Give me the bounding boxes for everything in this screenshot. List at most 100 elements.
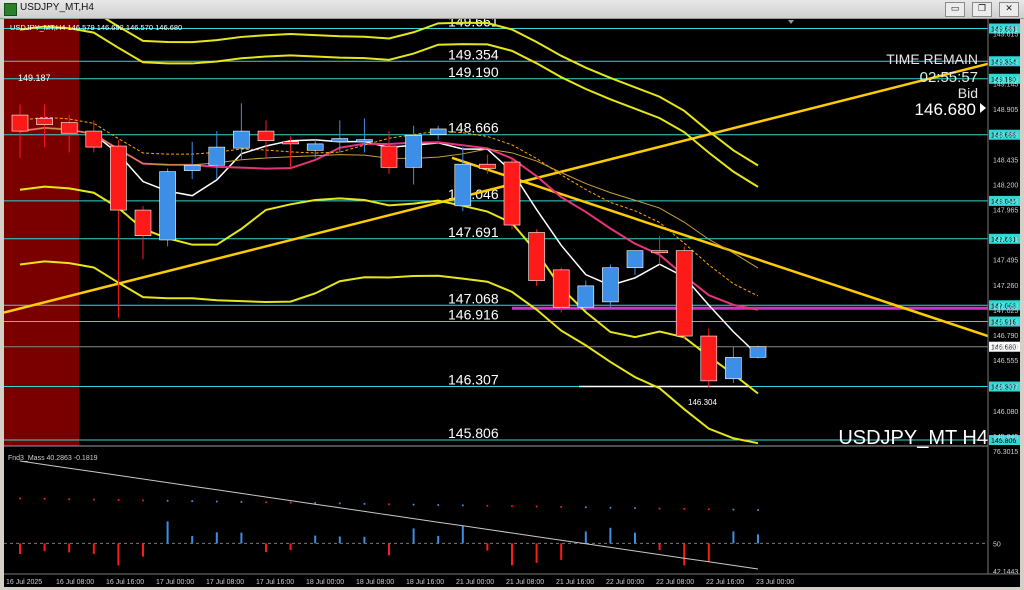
uptrend-line (4, 62, 989, 314)
indicator-dot (732, 508, 735, 511)
indicator-dot (388, 503, 390, 506)
price-axis-tick: 149.145 (993, 82, 1018, 89)
indicator-dot (68, 498, 71, 501)
price-chart[interactable]: 149.661 149.661 149.354 149.354 149.190 149.1… (4, 19, 1020, 587)
bid-arrow-icon (980, 103, 986, 113)
level-price-tag (989, 316, 1020, 327)
recent-low-label: 146.304 (688, 398, 717, 407)
indicator-dot (609, 506, 612, 509)
time-remain-label: TIME REMAIN (886, 51, 978, 67)
level-price-tag (989, 435, 1020, 446)
level-label: 145.806 (448, 425, 499, 441)
time-axis-tick: 16 Jul 16:00 (106, 579, 144, 586)
indicator-dot (240, 500, 243, 503)
time-axis-tick: 17 Jul 16:00 (256, 579, 294, 586)
price-axis-tick: 148.905 (993, 107, 1018, 114)
indicator-dot (166, 499, 169, 502)
price-axis-tick: 147.025 (993, 308, 1018, 315)
level-price-tag-text: 147.691 (991, 237, 1016, 244)
candle-body (60, 122, 78, 134)
time-axis-tick: 21 Jul 16:00 (556, 579, 594, 586)
price-axis-tick: 146.307 (993, 385, 1018, 392)
price-axis-tick: 149.190 (993, 77, 1018, 84)
indicator-dot (437, 503, 440, 506)
minimize-button[interactable]: ▭ (945, 2, 965, 17)
price-axis-tick: 147.691 (993, 237, 1018, 244)
indicator-dot (314, 502, 317, 505)
candle-body (282, 141, 299, 145)
time-axis-tick: 18 Jul 00:00 (306, 579, 344, 586)
candle-body (429, 128, 447, 135)
indicator-line (19, 460, 759, 570)
indicator-axis-tick: 50 (993, 541, 1001, 548)
candle-body (602, 267, 619, 303)
indicator-dot (511, 505, 513, 508)
price-axis-tick: 146.916 (993, 320, 1018, 327)
candle-body (183, 164, 201, 171)
time-axis-tick: 16 Jul 08:00 (56, 579, 94, 586)
price-axis-tick: 149.661 (993, 27, 1018, 34)
indicator-dot (634, 507, 636, 510)
price-axis-tick: 148.435 (993, 157, 1018, 164)
indicator-dot (658, 507, 661, 510)
candle-body (454, 163, 472, 207)
price-axis-tick: 146.790 (993, 333, 1018, 340)
level-price-tag (989, 381, 1020, 392)
indicator-dot (757, 509, 759, 512)
price-axis-tick: 148.666 (993, 133, 1018, 140)
close-button[interactable]: ✕ (999, 2, 1019, 17)
candle-body (479, 163, 496, 169)
price-axis-tick: 147.068 (993, 303, 1018, 310)
indicator-dot (683, 507, 686, 510)
level-label: 147.691 (448, 224, 499, 240)
lower-band-outer-line (19, 260, 759, 445)
chart-shift-marker-icon (788, 20, 794, 24)
candle-body (725, 357, 742, 380)
indicator-dot (191, 500, 194, 503)
candle-body (257, 130, 275, 141)
level-label: 148.666 (448, 120, 499, 136)
time-remain-value: 02:55:57 (920, 69, 978, 86)
maximize-button[interactable]: ❐ (972, 2, 992, 17)
level-price-tag (989, 23, 1020, 34)
level-price-tag-text: 148.666 (991, 133, 1016, 140)
indicator-dot (142, 499, 144, 502)
candle-body (380, 145, 398, 168)
level-label: 149.354 (448, 46, 499, 62)
time-axis-tick: 23 Jul 00:00 (756, 579, 794, 586)
price-axis-tick: 146.080 (993, 409, 1018, 416)
candle-body (356, 139, 373, 143)
indicator-dot (486, 504, 489, 507)
level-price-tag-text: 146.916 (991, 320, 1016, 327)
candle-body (552, 269, 570, 308)
previous-high-label: 149.187 (18, 73, 51, 83)
level-price-tag (989, 195, 1020, 206)
downtrend-line (451, 156, 989, 338)
candle-body (700, 335, 718, 382)
candle-body (503, 161, 521, 226)
indicator-dot (117, 498, 120, 501)
indicator-dot (412, 503, 415, 506)
level-label: 146.916 (448, 307, 499, 323)
candle-body (405, 135, 422, 168)
indicator-dot (363, 502, 366, 505)
candle-body (626, 250, 644, 269)
price-axis-tick: 146.680 (993, 345, 1018, 352)
indicator-axis-tick: 76.3015 (993, 449, 1018, 456)
indicator-dot (92, 498, 95, 501)
level-price-tag-text: 149.354 (991, 59, 1016, 66)
level-price-tag-text: 149.661 (991, 27, 1016, 34)
chart-info-header: USDJPY_MT,H4 146.579 146.692 146.570 146… (10, 23, 182, 32)
candle-body (528, 232, 545, 281)
price-axis-tick: 147.495 (993, 258, 1018, 265)
time-axis-tick: 22 Jul 08:00 (656, 579, 694, 586)
price-chart-svg: 149.661149.661149.354149.354149.190149.1… (4, 19, 1020, 586)
price-axis-tick: 145.845 (993, 434, 1018, 441)
price-axis-tick: 147.965 (993, 208, 1018, 215)
candle-body (233, 130, 250, 149)
current-price-tag (989, 341, 1020, 352)
indicator-label: Fnd3_Mass 40.2863 -0.1819 (8, 455, 98, 462)
indicator-dot (43, 497, 46, 500)
candle-body (208, 146, 226, 166)
